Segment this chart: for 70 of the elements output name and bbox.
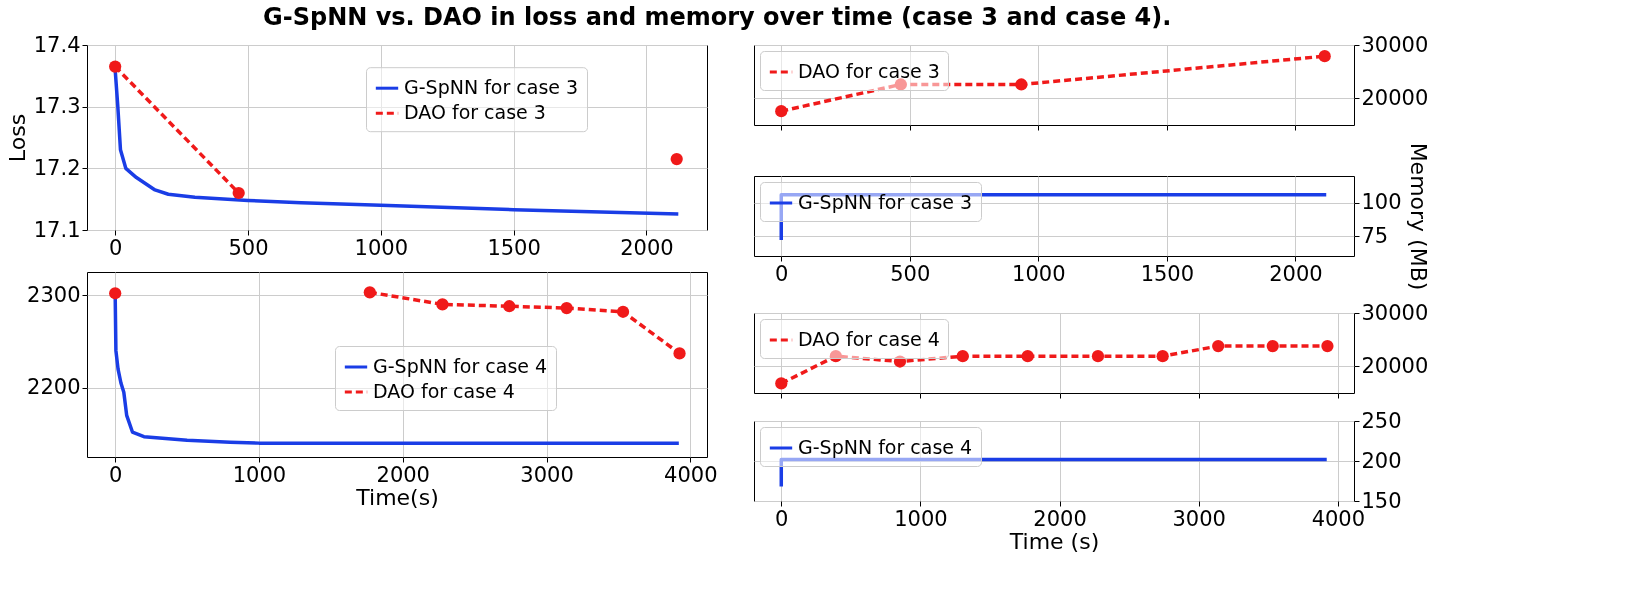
y-tick-label: 17.3 bbox=[33, 94, 81, 119]
x-tick-label: 1000 bbox=[1012, 261, 1066, 286]
legend-label: G-SpNN for case 4 bbox=[798, 436, 973, 458]
x-tick-label: 500 bbox=[228, 235, 269, 260]
point bbox=[1015, 78, 1028, 91]
x-axis-title: Time(s) bbox=[355, 484, 439, 510]
y2-tick-label: 20000 bbox=[1361, 85, 1429, 110]
point bbox=[670, 152, 683, 166]
point bbox=[894, 78, 907, 91]
x-tick-label: 1500 bbox=[1140, 261, 1195, 286]
x-tick-label: 500 bbox=[890, 261, 931, 286]
x-tick-label: 1500 bbox=[487, 235, 541, 260]
y2-tick-label: 30000 bbox=[1361, 32, 1429, 57]
point bbox=[436, 298, 449, 311]
x-tick-label: 0 bbox=[775, 506, 789, 531]
x-tick-label: 1000 bbox=[894, 506, 948, 531]
y-tick-label: 17.1 bbox=[33, 217, 81, 242]
point bbox=[503, 300, 516, 313]
point bbox=[673, 347, 686, 360]
x-tick-label: 2000 bbox=[376, 462, 430, 487]
point bbox=[775, 105, 788, 118]
y-tick-label: 2200 bbox=[27, 375, 81, 400]
point bbox=[956, 350, 969, 363]
legend-label: G-SpNN for case 3 bbox=[404, 76, 579, 99]
x-tick-label: 0 bbox=[775, 261, 789, 286]
y-tick-label: 2300 bbox=[27, 282, 81, 307]
legend-label: DAO for case 4 bbox=[373, 380, 515, 402]
point bbox=[232, 186, 245, 200]
point bbox=[1321, 339, 1334, 353]
y2-axis-title: Memory (MB) bbox=[1405, 142, 1431, 291]
y-axis-title: Loss bbox=[4, 113, 30, 163]
legend-label: DAO for case 3 bbox=[404, 101, 546, 124]
x-tick-label: 2000 bbox=[620, 235, 674, 260]
point bbox=[109, 60, 122, 73]
point bbox=[1091, 350, 1105, 363]
x-tick-label: 3000 bbox=[520, 462, 574, 487]
point bbox=[616, 305, 630, 318]
x-tick-label: 2000 bbox=[1033, 506, 1087, 531]
point bbox=[363, 286, 376, 299]
point bbox=[829, 350, 842, 363]
point bbox=[560, 301, 573, 315]
y-tick-label: 17.2 bbox=[33, 155, 81, 180]
point bbox=[775, 377, 788, 390]
x-tick-label: 4000 bbox=[664, 462, 718, 487]
y2-tick-label: 20000 bbox=[1361, 353, 1429, 378]
x-tick-label: 1000 bbox=[354, 235, 409, 260]
y2-tick-label: 30000 bbox=[1361, 300, 1429, 325]
point bbox=[109, 287, 122, 300]
y2-tick-label: 100 bbox=[1361, 190, 1402, 215]
x-tick-label: 0 bbox=[108, 235, 123, 260]
x-axis-title: Time (s) bbox=[1008, 528, 1100, 554]
legend-label: G-SpNN for case 3 bbox=[798, 191, 973, 213]
chart-title: G-SpNN vs. DAO in loss and memory over time (case 3 and case 4). bbox=[263, 2, 1172, 31]
point bbox=[893, 355, 907, 368]
y2-tick-label: 250 bbox=[1361, 408, 1402, 433]
point bbox=[1156, 350, 1169, 363]
legend-label: G-SpNN for case 4 bbox=[373, 355, 548, 377]
point bbox=[1212, 339, 1225, 353]
y-tick-label: 17.4 bbox=[33, 32, 81, 57]
legend-label: DAO for case 3 bbox=[798, 60, 940, 82]
x-tick-label: 3000 bbox=[1172, 506, 1226, 531]
point bbox=[1021, 350, 1034, 363]
y2-tick-label: 200 bbox=[1361, 448, 1402, 473]
x-tick-label: 2000 bbox=[1269, 261, 1323, 286]
x-tick-label: 0 bbox=[108, 462, 123, 487]
x-tick-label: 1000 bbox=[232, 462, 287, 487]
point bbox=[1266, 339, 1279, 353]
y2-tick-label: 75 bbox=[1361, 223, 1389, 248]
legend-label: DAO for case 4 bbox=[798, 328, 940, 350]
point bbox=[1318, 50, 1331, 63]
